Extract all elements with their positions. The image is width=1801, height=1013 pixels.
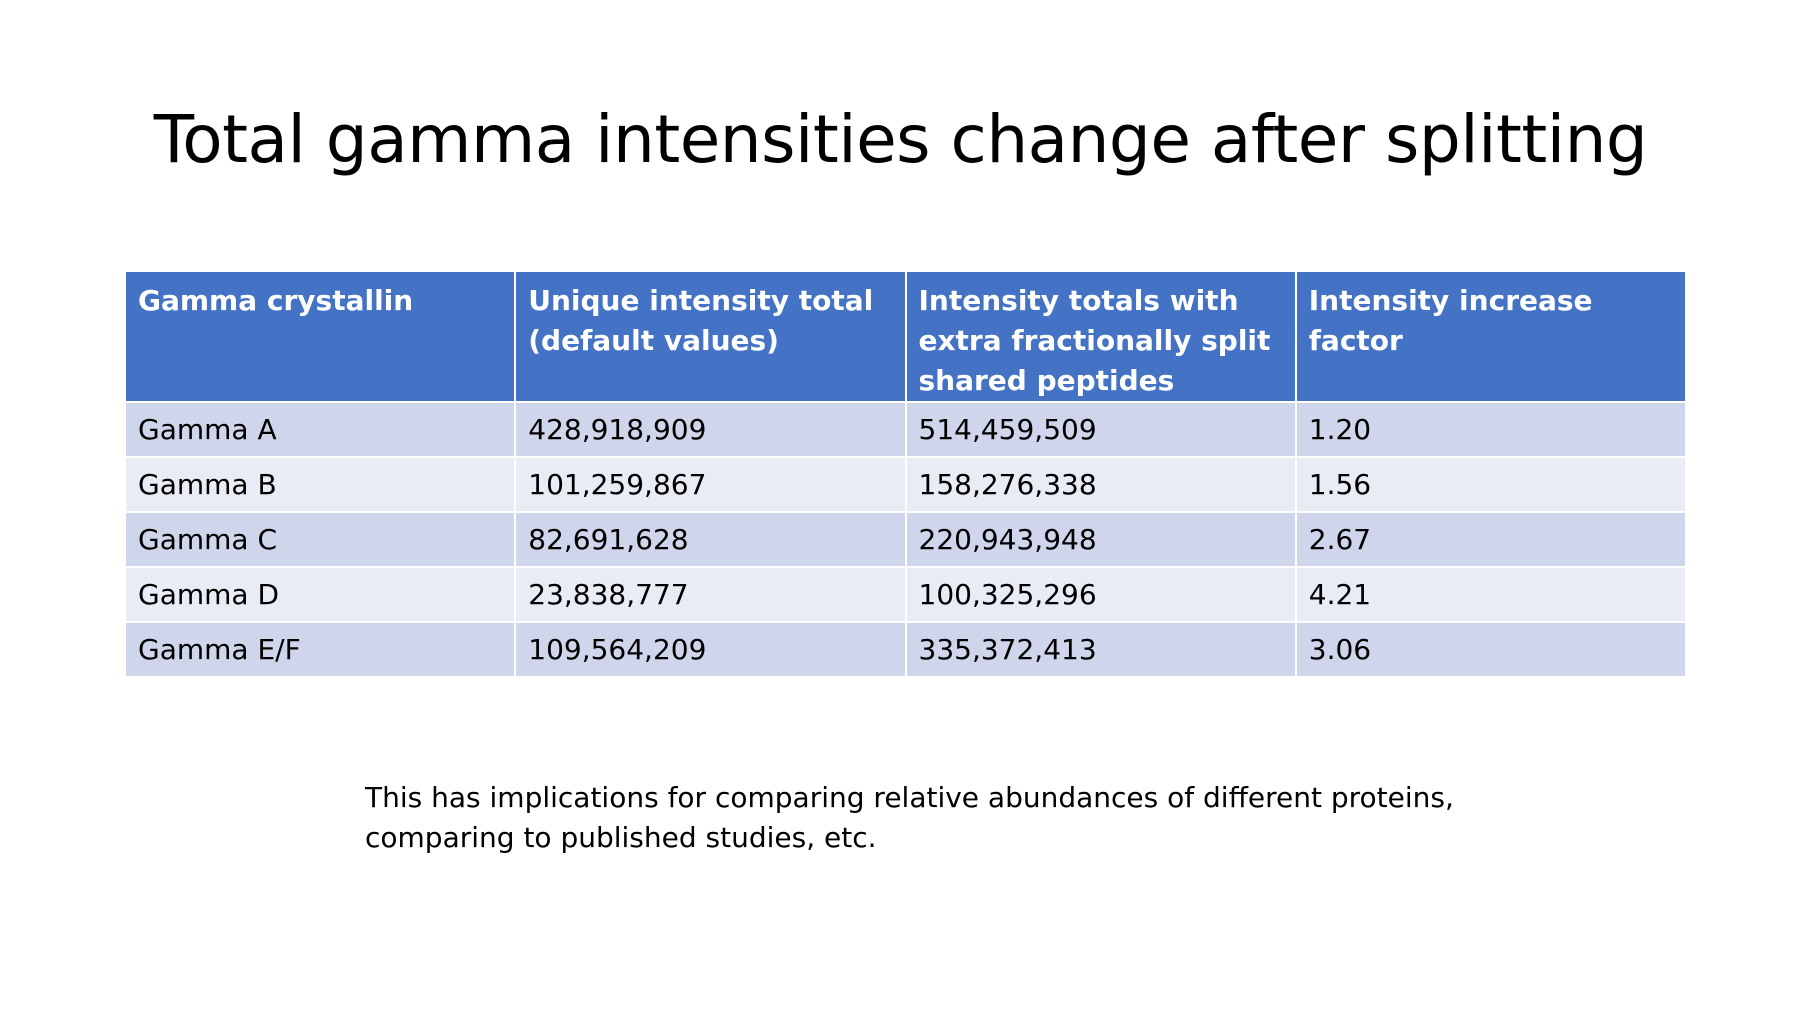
table-header-row: Gamma crystallin Unique intensity total … bbox=[123, 270, 1688, 403]
column-header-gamma-crystallin: Gamma crystallin bbox=[123, 270, 517, 403]
table-row: Gamma C 82,691,628 220,943,948 2.67 bbox=[123, 511, 1688, 568]
table-cell-unique-intensity: 428,918,909 bbox=[514, 401, 907, 458]
gamma-intensity-table: Gamma crystallin Unique intensity total … bbox=[123, 270, 1688, 678]
table-cell-protein: Gamma C bbox=[123, 511, 517, 568]
table-row: Gamma E/F 109,564,209 335,372,413 3.06 bbox=[123, 621, 1688, 678]
table-row: Gamma D 23,838,777 100,325,296 4.21 bbox=[123, 566, 1688, 623]
footnote: This has implications for comparing rela… bbox=[365, 778, 1665, 858]
footnote-line-2: comparing to published studies, etc. bbox=[365, 821, 877, 854]
column-header-unique-intensity-total: Unique intensity total (default values) bbox=[514, 270, 907, 403]
table-cell-increase-factor: 1.20 bbox=[1294, 401, 1688, 458]
table-body: Gamma A 428,918,909 514,459,509 1.20 Gam… bbox=[123, 401, 1688, 678]
slide-title: Total gamma intensities change after spl… bbox=[153, 101, 1648, 178]
table-cell-increase-factor: 3.06 bbox=[1294, 621, 1688, 678]
table-cell-split-intensity: 158,276,338 bbox=[904, 456, 1297, 513]
table-row: Gamma B 101,259,867 158,276,338 1.56 bbox=[123, 456, 1688, 513]
table-cell-split-intensity: 220,943,948 bbox=[904, 511, 1297, 568]
table-cell-unique-intensity: 109,564,209 bbox=[514, 621, 907, 678]
table-cell-unique-intensity: 101,259,867 bbox=[514, 456, 907, 513]
table-cell-protein: Gamma B bbox=[123, 456, 517, 513]
table-cell-protein: Gamma E/F bbox=[123, 621, 517, 678]
table-cell-increase-factor: 1.56 bbox=[1294, 456, 1688, 513]
table-header: Gamma crystallin Unique intensity total … bbox=[123, 270, 1688, 403]
table-cell-split-intensity: 514,459,509 bbox=[904, 401, 1297, 458]
table-cell-unique-intensity: 82,691,628 bbox=[514, 511, 907, 568]
table-cell-unique-intensity: 23,838,777 bbox=[514, 566, 907, 623]
column-header-intensity-totals-split: Intensity totals with extra fractionally… bbox=[904, 270, 1297, 403]
table-cell-increase-factor: 4.21 bbox=[1294, 566, 1688, 623]
table-cell-split-intensity: 100,325,296 bbox=[904, 566, 1297, 623]
table-cell-increase-factor: 2.67 bbox=[1294, 511, 1688, 568]
table-cell-split-intensity: 335,372,413 bbox=[904, 621, 1297, 678]
footnote-line-1: This has implications for comparing rela… bbox=[365, 781, 1454, 814]
column-header-intensity-increase-factor: Intensity increase factor bbox=[1294, 270, 1688, 403]
table-cell-protein: Gamma A bbox=[123, 401, 517, 458]
table-row: Gamma A 428,918,909 514,459,509 1.20 bbox=[123, 401, 1688, 458]
table-cell-protein: Gamma D bbox=[123, 566, 517, 623]
